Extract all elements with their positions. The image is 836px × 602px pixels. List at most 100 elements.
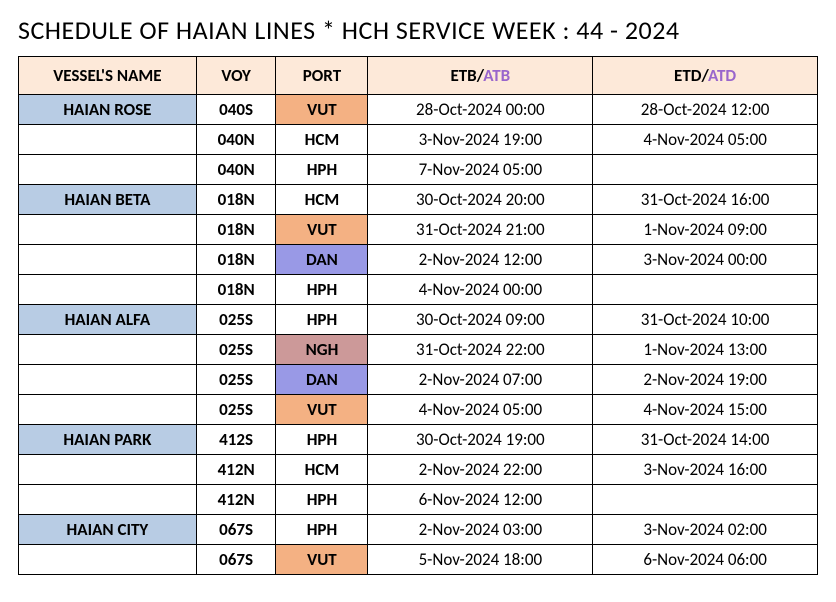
cell-port: HPH <box>276 515 368 545</box>
cell-vessel <box>19 245 197 275</box>
cell-etb: 6-Nov-2024 12:00 <box>368 485 593 515</box>
cell-etd: 2-Nov-2024 19:00 <box>593 365 818 395</box>
col-port: PORT <box>276 57 368 95</box>
table-row: 018NDAN2-Nov-2024 12:003-Nov-2024 00:00 <box>19 245 818 275</box>
cell-voy: 412N <box>196 455 276 485</box>
cell-etd: 3-Nov-2024 02:00 <box>593 515 818 545</box>
cell-etd: 31-Oct-2024 16:00 <box>593 185 818 215</box>
cell-etb: 2-Nov-2024 12:00 <box>368 245 593 275</box>
table-row: 018NHPH4-Nov-2024 00:00 <box>19 275 818 305</box>
cell-etd: 28-Oct-2024 12:00 <box>593 95 818 125</box>
cell-etd <box>593 155 818 185</box>
table-row: 412NHPH6-Nov-2024 12:00 <box>19 485 818 515</box>
cell-port: HPH <box>276 275 368 305</box>
cell-port: VUT <box>276 545 368 575</box>
cell-etd: 4-Nov-2024 15:00 <box>593 395 818 425</box>
etb-label: ETB/ <box>450 65 483 86</box>
cell-port: DAN <box>276 365 368 395</box>
cell-port: HPH <box>276 485 368 515</box>
table-row: 018NVUT31-Oct-2024 21:001-Nov-2024 09:00 <box>19 215 818 245</box>
cell-etb: 7-Nov-2024 05:00 <box>368 155 593 185</box>
cell-port: VUT <box>276 215 368 245</box>
cell-vessel <box>19 395 197 425</box>
cell-voy: 018N <box>196 215 276 245</box>
cell-etb: 2-Nov-2024 03:00 <box>368 515 593 545</box>
cell-vessel <box>19 125 197 155</box>
cell-voy: 018N <box>196 185 276 215</box>
cell-etb: 31-Oct-2024 21:00 <box>368 215 593 245</box>
cell-vessel: HAIAN ROSE <box>19 95 197 125</box>
cell-etb: 30-Oct-2024 19:00 <box>368 425 593 455</box>
table-row: 412NHCM2-Nov-2024 22:003-Nov-2024 16:00 <box>19 455 818 485</box>
table-row: HAIAN ROSE040SVUT28-Oct-2024 00:0028-Oct… <box>19 95 818 125</box>
col-etd: ETD/ATD <box>593 57 818 95</box>
table-body: HAIAN ROSE040SVUT28-Oct-2024 00:0028-Oct… <box>19 95 818 575</box>
table-row: 025SDAN2-Nov-2024 07:002-Nov-2024 19:00 <box>19 365 818 395</box>
cell-port: HPH <box>276 305 368 335</box>
cell-etb: 3-Nov-2024 19:00 <box>368 125 593 155</box>
cell-etd: 1-Nov-2024 09:00 <box>593 215 818 245</box>
cell-port: VUT <box>276 395 368 425</box>
schedule-table: VESSEL'S NAME VOY PORT ETB/ATB ETD/ATD H… <box>18 56 818 575</box>
cell-voy: 025S <box>196 335 276 365</box>
page-title: SCHEDULE OF HAIAN LINES * HCH SERVICE WE… <box>18 14 818 46</box>
cell-etb: 4-Nov-2024 05:00 <box>368 395 593 425</box>
table-row: 067SVUT5-Nov-2024 18:006-Nov-2024 06:00 <box>19 545 818 575</box>
table-row: HAIAN CITY067SHPH2-Nov-2024 03:003-Nov-2… <box>19 515 818 545</box>
col-vessel: VESSEL'S NAME <box>19 57 197 95</box>
cell-etd: 31-Oct-2024 14:00 <box>593 425 818 455</box>
cell-voy: 067S <box>196 515 276 545</box>
cell-etb: 31-Oct-2024 22:00 <box>368 335 593 365</box>
cell-etb: 2-Nov-2024 07:00 <box>368 365 593 395</box>
cell-etd: 4-Nov-2024 05:00 <box>593 125 818 155</box>
cell-port: VUT <box>276 95 368 125</box>
cell-etd: 3-Nov-2024 16:00 <box>593 455 818 485</box>
cell-etd: 31-Oct-2024 10:00 <box>593 305 818 335</box>
cell-voy: 412S <box>196 425 276 455</box>
cell-etd: 1-Nov-2024 13:00 <box>593 335 818 365</box>
cell-voy: 025S <box>196 395 276 425</box>
cell-port: DAN <box>276 245 368 275</box>
table-row: HAIAN ALFA025SHPH30-Oct-2024 09:0031-Oct… <box>19 305 818 335</box>
cell-port: HCM <box>276 185 368 215</box>
cell-etd <box>593 485 818 515</box>
cell-vessel: HAIAN PARK <box>19 425 197 455</box>
cell-vessel: HAIAN CITY <box>19 515 197 545</box>
cell-vessel: HAIAN BETA <box>19 185 197 215</box>
cell-port: HCM <box>276 455 368 485</box>
cell-etd: 3-Nov-2024 00:00 <box>593 245 818 275</box>
cell-etb: 2-Nov-2024 22:00 <box>368 455 593 485</box>
cell-voy: 040S <box>196 95 276 125</box>
table-row: 025SNGH31-Oct-2024 22:001-Nov-2024 13:00 <box>19 335 818 365</box>
cell-vessel <box>19 365 197 395</box>
cell-vessel <box>19 485 197 515</box>
cell-voy: 040N <box>196 125 276 155</box>
cell-voy: 067S <box>196 545 276 575</box>
cell-vessel <box>19 155 197 185</box>
cell-voy: 040N <box>196 155 276 185</box>
cell-etd: 6-Nov-2024 06:00 <box>593 545 818 575</box>
atb-label: ATB <box>483 65 510 86</box>
cell-vessel <box>19 215 197 245</box>
cell-voy: 412N <box>196 485 276 515</box>
cell-etb: 5-Nov-2024 18:00 <box>368 545 593 575</box>
cell-etb: 28-Oct-2024 00:00 <box>368 95 593 125</box>
cell-vessel: HAIAN ALFA <box>19 305 197 335</box>
table-row: 040NHPH7-Nov-2024 05:00 <box>19 155 818 185</box>
table-header-row: VESSEL'S NAME VOY PORT ETB/ATB ETD/ATD <box>19 57 818 95</box>
cell-vessel <box>19 275 197 305</box>
etd-label: ETD/ <box>674 65 708 86</box>
col-voy: VOY <box>196 57 276 95</box>
cell-port: HCM <box>276 125 368 155</box>
table-row: HAIAN PARK412SHPH30-Oct-2024 19:0031-Oct… <box>19 425 818 455</box>
cell-vessel <box>19 455 197 485</box>
atd-label: ATD <box>708 65 736 86</box>
cell-vessel <box>19 335 197 365</box>
cell-etb: 4-Nov-2024 00:00 <box>368 275 593 305</box>
table-row: 040NHCM3-Nov-2024 19:004-Nov-2024 05:00 <box>19 125 818 155</box>
table-row: 025SVUT4-Nov-2024 05:004-Nov-2024 15:00 <box>19 395 818 425</box>
table-row: HAIAN BETA018NHCM30-Oct-2024 20:0031-Oct… <box>19 185 818 215</box>
cell-etb: 30-Oct-2024 09:00 <box>368 305 593 335</box>
cell-voy: 018N <box>196 275 276 305</box>
cell-port: HPH <box>276 425 368 455</box>
